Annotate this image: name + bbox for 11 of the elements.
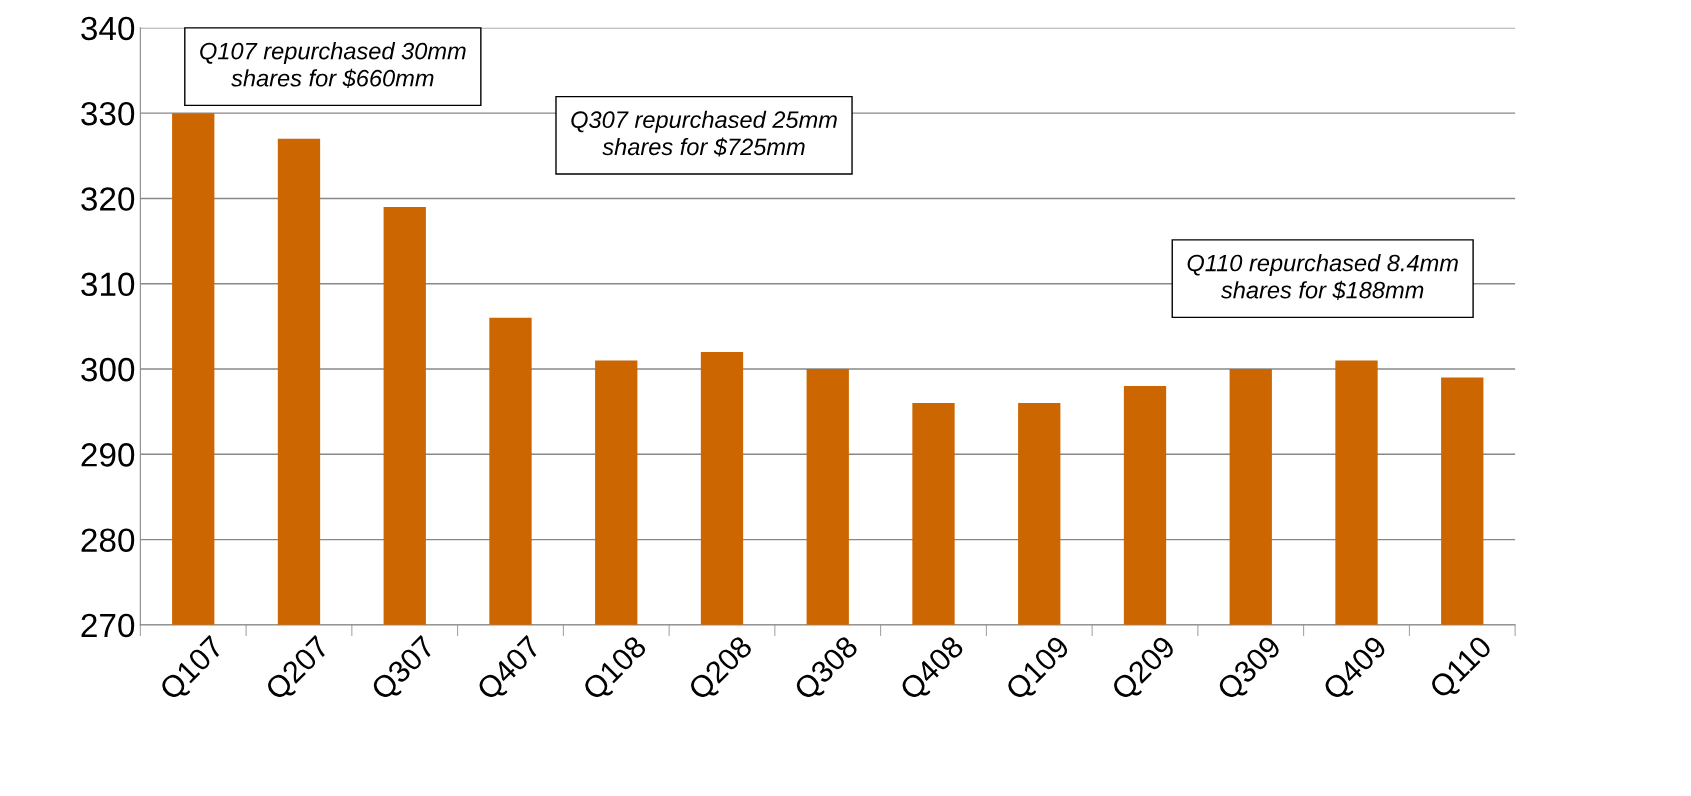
- y-tick-label: 300: [81, 357, 135, 382]
- annotation: Q110 repurchased 8.4mm shares for $188mm: [1187, 254, 1458, 300]
- y-tick-label: 290: [81, 443, 135, 467]
- y-tick-label: 340: [81, 16, 135, 41]
- annotation: Q307 repurchased 25mm shares for $725mm: [571, 110, 837, 157]
- y-tick-label: 310: [81, 272, 135, 297]
- y-tick-label: 330: [81, 101, 135, 126]
- y-tick-label: 280: [81, 528, 135, 552]
- y-tick-label: 270: [81, 613, 135, 638]
- y-tick-label: 320: [81, 187, 135, 211]
- annotation: Q107 repurchased 30mm shares for $660mm: [200, 42, 466, 88]
